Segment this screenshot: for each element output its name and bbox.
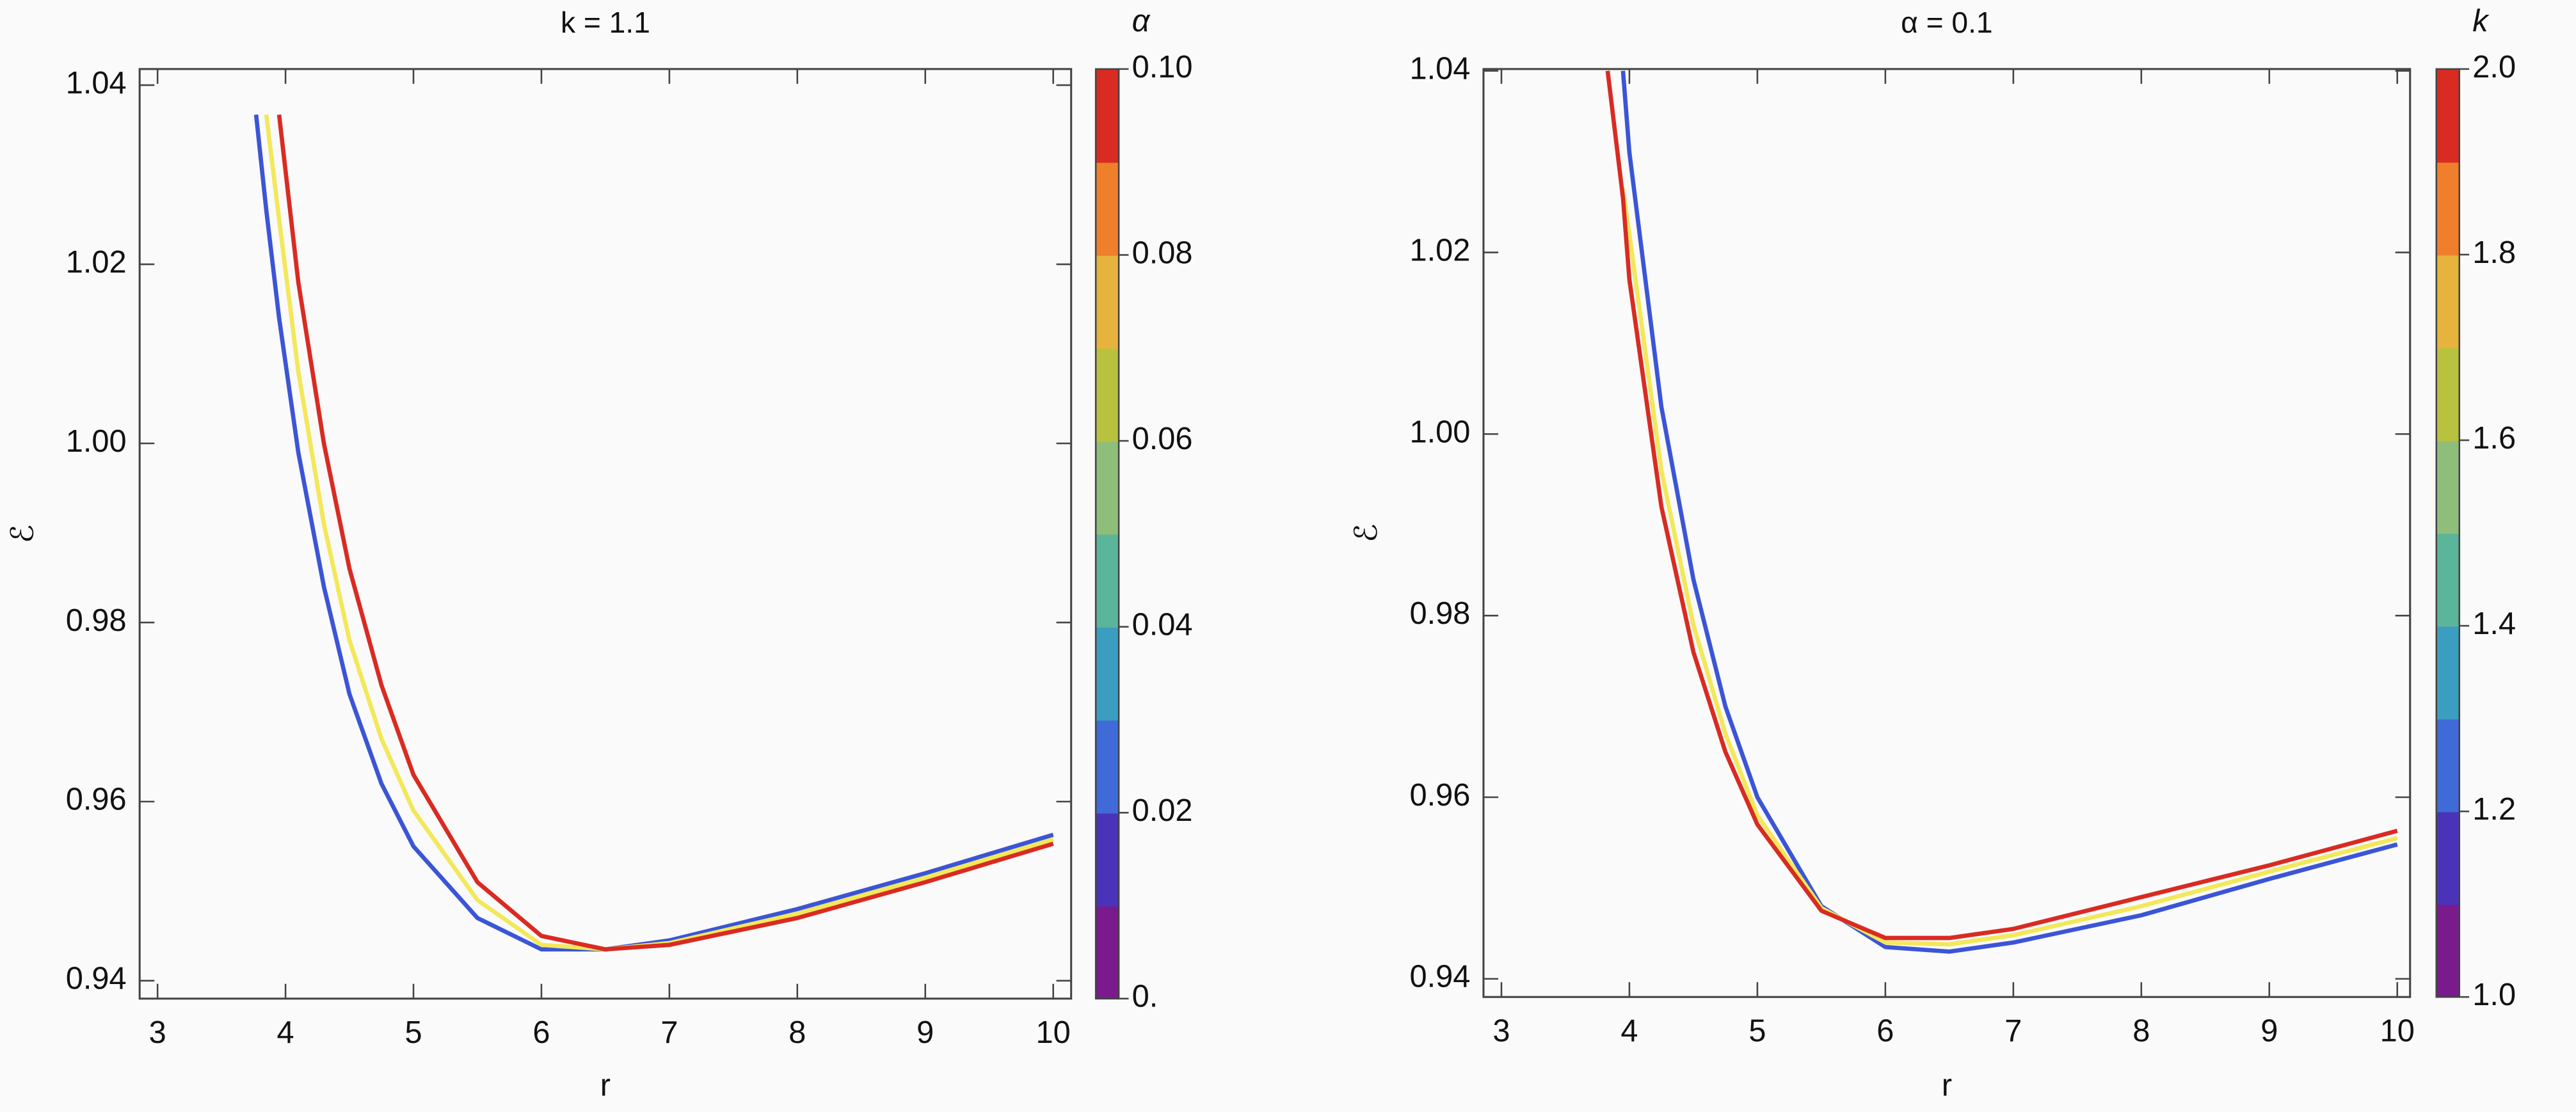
x-tick-label: 6 xyxy=(1876,1014,1894,1049)
y-tick-label: 1.00 xyxy=(66,424,127,459)
colorbar-band xyxy=(2436,161,2460,256)
curve xyxy=(276,114,1054,952)
colorbar-tick-label: 0.04 xyxy=(1132,608,1193,642)
y-tick-label: 0.96 xyxy=(1410,778,1471,813)
colorbar-band xyxy=(1096,626,1119,721)
colorbar-label: k xyxy=(2472,4,2490,38)
y-axis-label: ℰ xyxy=(5,525,40,544)
colorbar-band xyxy=(1096,255,1119,349)
colorbar-frame xyxy=(2435,68,2461,998)
x-axis-label: r xyxy=(600,1068,611,1102)
colorbar-tick-label: 2.0 xyxy=(2472,50,2516,84)
colorbar-tick-label: 1.4 xyxy=(2472,607,2516,641)
x-tick-label: 3 xyxy=(149,1015,166,1050)
y-tick-label: 0.94 xyxy=(66,962,127,996)
y-tick-label: 0.96 xyxy=(66,782,127,817)
colorbar-frame xyxy=(1094,68,1120,1000)
colorbar-tick-label: 1.6 xyxy=(2472,421,2516,456)
colorbar-band xyxy=(1096,905,1119,1000)
x-tick-label: 4 xyxy=(277,1015,294,1050)
x-tick-label: 8 xyxy=(2132,1014,2150,1049)
panel: α = 0.1 r ℰ 3 4 5 6 7 8 9 10 0.94 0.96 0.98 1.00 1.02 1.… xyxy=(1349,4,2516,1102)
x-tick-label: 5 xyxy=(1748,1014,1766,1049)
colorbar-label: α xyxy=(1132,4,1151,38)
y-tick-label: 0.98 xyxy=(66,603,127,638)
y-tick-label: 1.02 xyxy=(66,245,127,280)
panel: k = 1.1 r ℰ 3 4 5 6 7 8 9 10 0.94 0.96 0.98 1.00 1.02 1.… xyxy=(5,4,1192,1102)
y-axis-label: ℰ xyxy=(1349,523,1384,543)
colorbar-band xyxy=(1096,162,1119,256)
colorbar-band xyxy=(2436,347,2460,441)
y-tick-label: 1.00 xyxy=(1410,415,1471,449)
x-axis-label: r xyxy=(1942,1068,1952,1102)
y-tick-label: 1.02 xyxy=(1410,233,1471,267)
y-tick-label: 1.04 xyxy=(1410,52,1471,86)
x-tick-label: 9 xyxy=(2260,1014,2278,1049)
x-tick-label: 10 xyxy=(1036,1015,1071,1050)
curve xyxy=(253,114,1054,952)
colorbar-band xyxy=(2436,626,2460,720)
colorbar-band xyxy=(1096,441,1119,535)
colorbar-band xyxy=(2436,904,2460,998)
colorbar-band xyxy=(2436,811,2460,905)
x-tick-label: 10 xyxy=(2380,1014,2415,1049)
y-tick-label: 1.04 xyxy=(66,66,127,100)
x-tick-label: 8 xyxy=(788,1015,806,1050)
colorbar-tick-label: 1.8 xyxy=(2472,235,2516,270)
colorbar-band xyxy=(1096,813,1119,907)
x-tick-label: 4 xyxy=(1620,1014,1638,1049)
colorbar-tick-label: 1.2 xyxy=(2472,792,2516,827)
x-tick-label: 5 xyxy=(404,1015,422,1050)
x-tick-label: 7 xyxy=(2004,1014,2022,1049)
colorbar-band xyxy=(2436,533,2460,627)
colorbar-tick-label: 0.08 xyxy=(1132,235,1193,270)
colorbar-tick-label: 0. xyxy=(1132,980,1158,1014)
colorbar-band xyxy=(1096,534,1119,628)
curve xyxy=(264,114,1054,952)
colorbar-band xyxy=(1096,719,1119,814)
y-tick-label: 0.94 xyxy=(1410,960,1471,994)
chart-title: k = 1.1 xyxy=(561,6,650,39)
colorbar-tick-label: 0.10 xyxy=(1132,50,1193,84)
colorbar-tick-label: 0.02 xyxy=(1132,793,1193,828)
x-tick-label: 3 xyxy=(1492,1014,1510,1049)
plot-area xyxy=(138,68,1073,1000)
x-tick-label: 6 xyxy=(532,1015,550,1050)
colorbar-band xyxy=(2436,440,2460,534)
x-tick-label: 7 xyxy=(660,1015,678,1050)
chart-title: α = 0.1 xyxy=(1901,6,1993,39)
colorbar-band xyxy=(2436,719,2460,813)
colorbar-band xyxy=(1096,68,1119,163)
colorbar-band xyxy=(2436,68,2460,163)
colorbar-band xyxy=(2436,254,2460,349)
colorbar-tick-label: 0.06 xyxy=(1132,422,1193,456)
y-tick-label: 0.98 xyxy=(1410,596,1471,631)
colorbar-tick-label: 1.0 xyxy=(2472,978,2516,1012)
curve xyxy=(1605,70,2398,941)
colorbar-band xyxy=(1096,347,1119,442)
x-tick-label: 9 xyxy=(916,1015,934,1050)
